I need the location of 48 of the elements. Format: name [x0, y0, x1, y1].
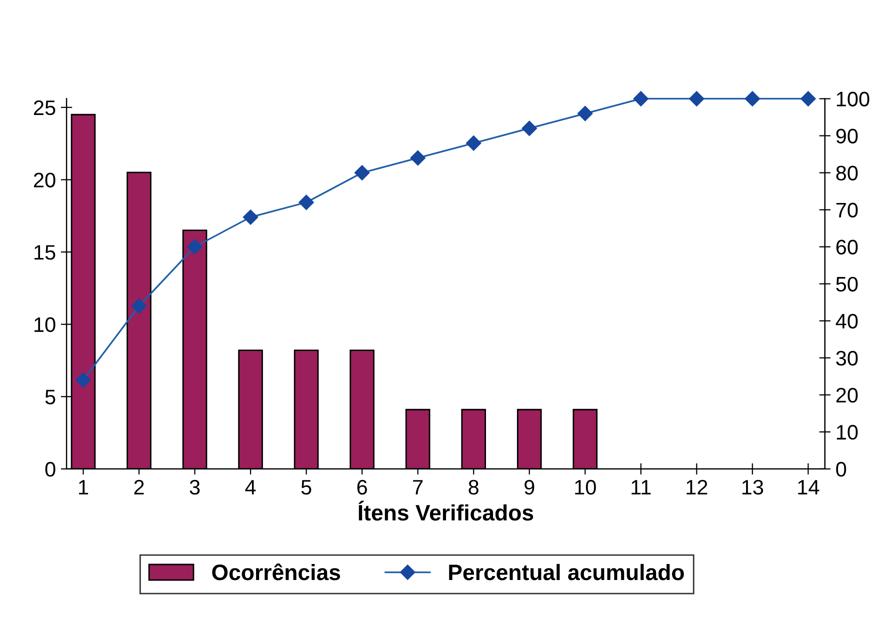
x-tick-label: 14: [798, 480, 820, 494]
y2-tick-label: 20: [836, 388, 858, 403]
legend-label: Ocorrências: [212, 563, 340, 580]
x-tick-label: 6: [357, 480, 367, 495]
y2-tick-label: 0: [836, 462, 846, 477]
y2-tick-label: 40: [836, 314, 858, 329]
y-tick-label: 20: [34, 172, 56, 188]
point: [131, 298, 147, 314]
point: [800, 91, 816, 106]
y-tick-label: 15: [34, 245, 56, 260]
point: [744, 91, 760, 106]
y-tick-label: 0: [45, 462, 56, 477]
x-tick-label: 3: [190, 480, 200, 495]
x-tick-label: 5: [301, 480, 312, 495]
y2-tick-label: 70: [836, 202, 858, 218]
y2-tick-label: 50: [836, 276, 858, 292]
y2-tick-label: 10: [836, 424, 858, 440]
x-tick-label: 13: [742, 480, 764, 495]
x-tick-label: 4: [245, 480, 256, 494]
y-tick-label: 10: [34, 317, 56, 332]
point: [633, 91, 648, 106]
point: [76, 372, 91, 388]
x-tick-label: 9: [524, 480, 534, 495]
y2-tick-label: 30: [836, 350, 858, 366]
x-tick-label: 1: [79, 480, 88, 494]
point: [354, 165, 370, 180]
x-tick-label: 8: [468, 480, 478, 495]
point: [689, 91, 704, 106]
point: [578, 106, 593, 122]
point: [187, 239, 202, 254]
point: [242, 210, 258, 225]
y2-tick-label: 60: [836, 240, 858, 255]
y-tick-label: 25: [34, 100, 56, 116]
x-tick-label: 7: [413, 480, 423, 494]
x-axis-title: Ítens Verificados: [358, 500, 534, 521]
legend-label: Percentual acumulado: [449, 564, 684, 580]
y2-tick-label: 100: [836, 92, 870, 106]
y2-tick-label: 90: [836, 128, 858, 144]
y2-tick-label: 80: [836, 166, 858, 181]
y-tick-label: 5: [45, 390, 56, 404]
x-tick-label: 2: [134, 480, 144, 494]
point: [522, 120, 537, 136]
point: [298, 194, 314, 210]
x-tick-label: 11: [632, 480, 651, 494]
point: [466, 136, 482, 151]
x-tick-label: 10: [575, 480, 596, 495]
x-tick-label: 12: [686, 480, 708, 494]
point: [410, 150, 426, 166]
